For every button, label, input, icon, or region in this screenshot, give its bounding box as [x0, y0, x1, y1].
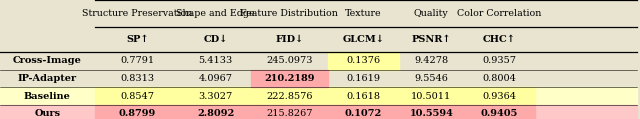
Text: 5.4133: 5.4133 [198, 56, 233, 65]
Text: FID↓: FID↓ [275, 35, 303, 44]
Text: Quality: Quality [414, 9, 449, 18]
Text: 3.3027: 3.3027 [198, 92, 233, 101]
Text: SP↑: SP↑ [126, 35, 149, 44]
Bar [0, 87, 637, 105]
Text: 0.7791: 0.7791 [120, 56, 155, 65]
Text: 0.8799: 0.8799 [119, 109, 156, 118]
Text: Ours: Ours [35, 109, 60, 118]
Text: 0.9364: 0.9364 [482, 92, 516, 101]
Text: 222.8576: 222.8576 [266, 92, 312, 101]
Text: 2.8092: 2.8092 [197, 109, 234, 118]
Text: 0.9357: 0.9357 [482, 56, 516, 65]
Text: 245.0973: 245.0973 [266, 56, 312, 65]
Text: GLCM↓: GLCM↓ [342, 35, 385, 44]
Text: PSNR↑: PSNR↑ [412, 35, 451, 44]
Text: 4.0967: 4.0967 [198, 74, 233, 83]
Text: Feature Distribution: Feature Distribution [241, 9, 338, 18]
Bar [251, 105, 328, 119]
Text: Structure Preservation: Structure Preservation [83, 9, 193, 18]
Text: 215.8267: 215.8267 [266, 109, 312, 118]
Text: 0.1376: 0.1376 [346, 56, 381, 65]
Bar [399, 87, 463, 105]
Text: CD↓: CD↓ [204, 35, 228, 44]
Bar [328, 105, 399, 119]
Text: 0.8004: 0.8004 [483, 74, 516, 83]
Bar [180, 87, 251, 105]
Text: CHC↑: CHC↑ [483, 35, 516, 44]
Bar [463, 105, 535, 119]
Text: 10.5594: 10.5594 [410, 109, 453, 118]
Text: Baseline: Baseline [24, 92, 71, 101]
Text: 0.1618: 0.1618 [346, 92, 381, 101]
Text: 10.5011: 10.5011 [412, 92, 451, 101]
Text: Color Correlation: Color Correlation [457, 9, 541, 18]
Text: 0.1072: 0.1072 [345, 109, 382, 118]
Bar [95, 87, 180, 105]
Bar [399, 105, 463, 119]
Text: 210.2189: 210.2189 [264, 74, 314, 83]
Text: Cross-Image: Cross-Image [13, 56, 82, 65]
Bar [95, 105, 180, 119]
Text: Texture: Texture [345, 9, 382, 18]
Bar [251, 70, 328, 87]
Bar [0, 105, 637, 119]
Bar [328, 52, 399, 70]
Bar [251, 87, 328, 105]
Text: 0.1619: 0.1619 [346, 74, 381, 83]
Bar [463, 87, 535, 105]
Text: Shape and Edge: Shape and Edge [177, 9, 255, 18]
Text: 0.9405: 0.9405 [481, 109, 518, 118]
Bar [180, 105, 251, 119]
Text: 9.4278: 9.4278 [414, 56, 449, 65]
Text: 9.5546: 9.5546 [415, 74, 448, 83]
Bar [328, 87, 399, 105]
Text: IP-Adapter: IP-Adapter [18, 74, 77, 83]
Text: 0.8547: 0.8547 [120, 92, 155, 101]
Text: 0.8313: 0.8313 [120, 74, 155, 83]
